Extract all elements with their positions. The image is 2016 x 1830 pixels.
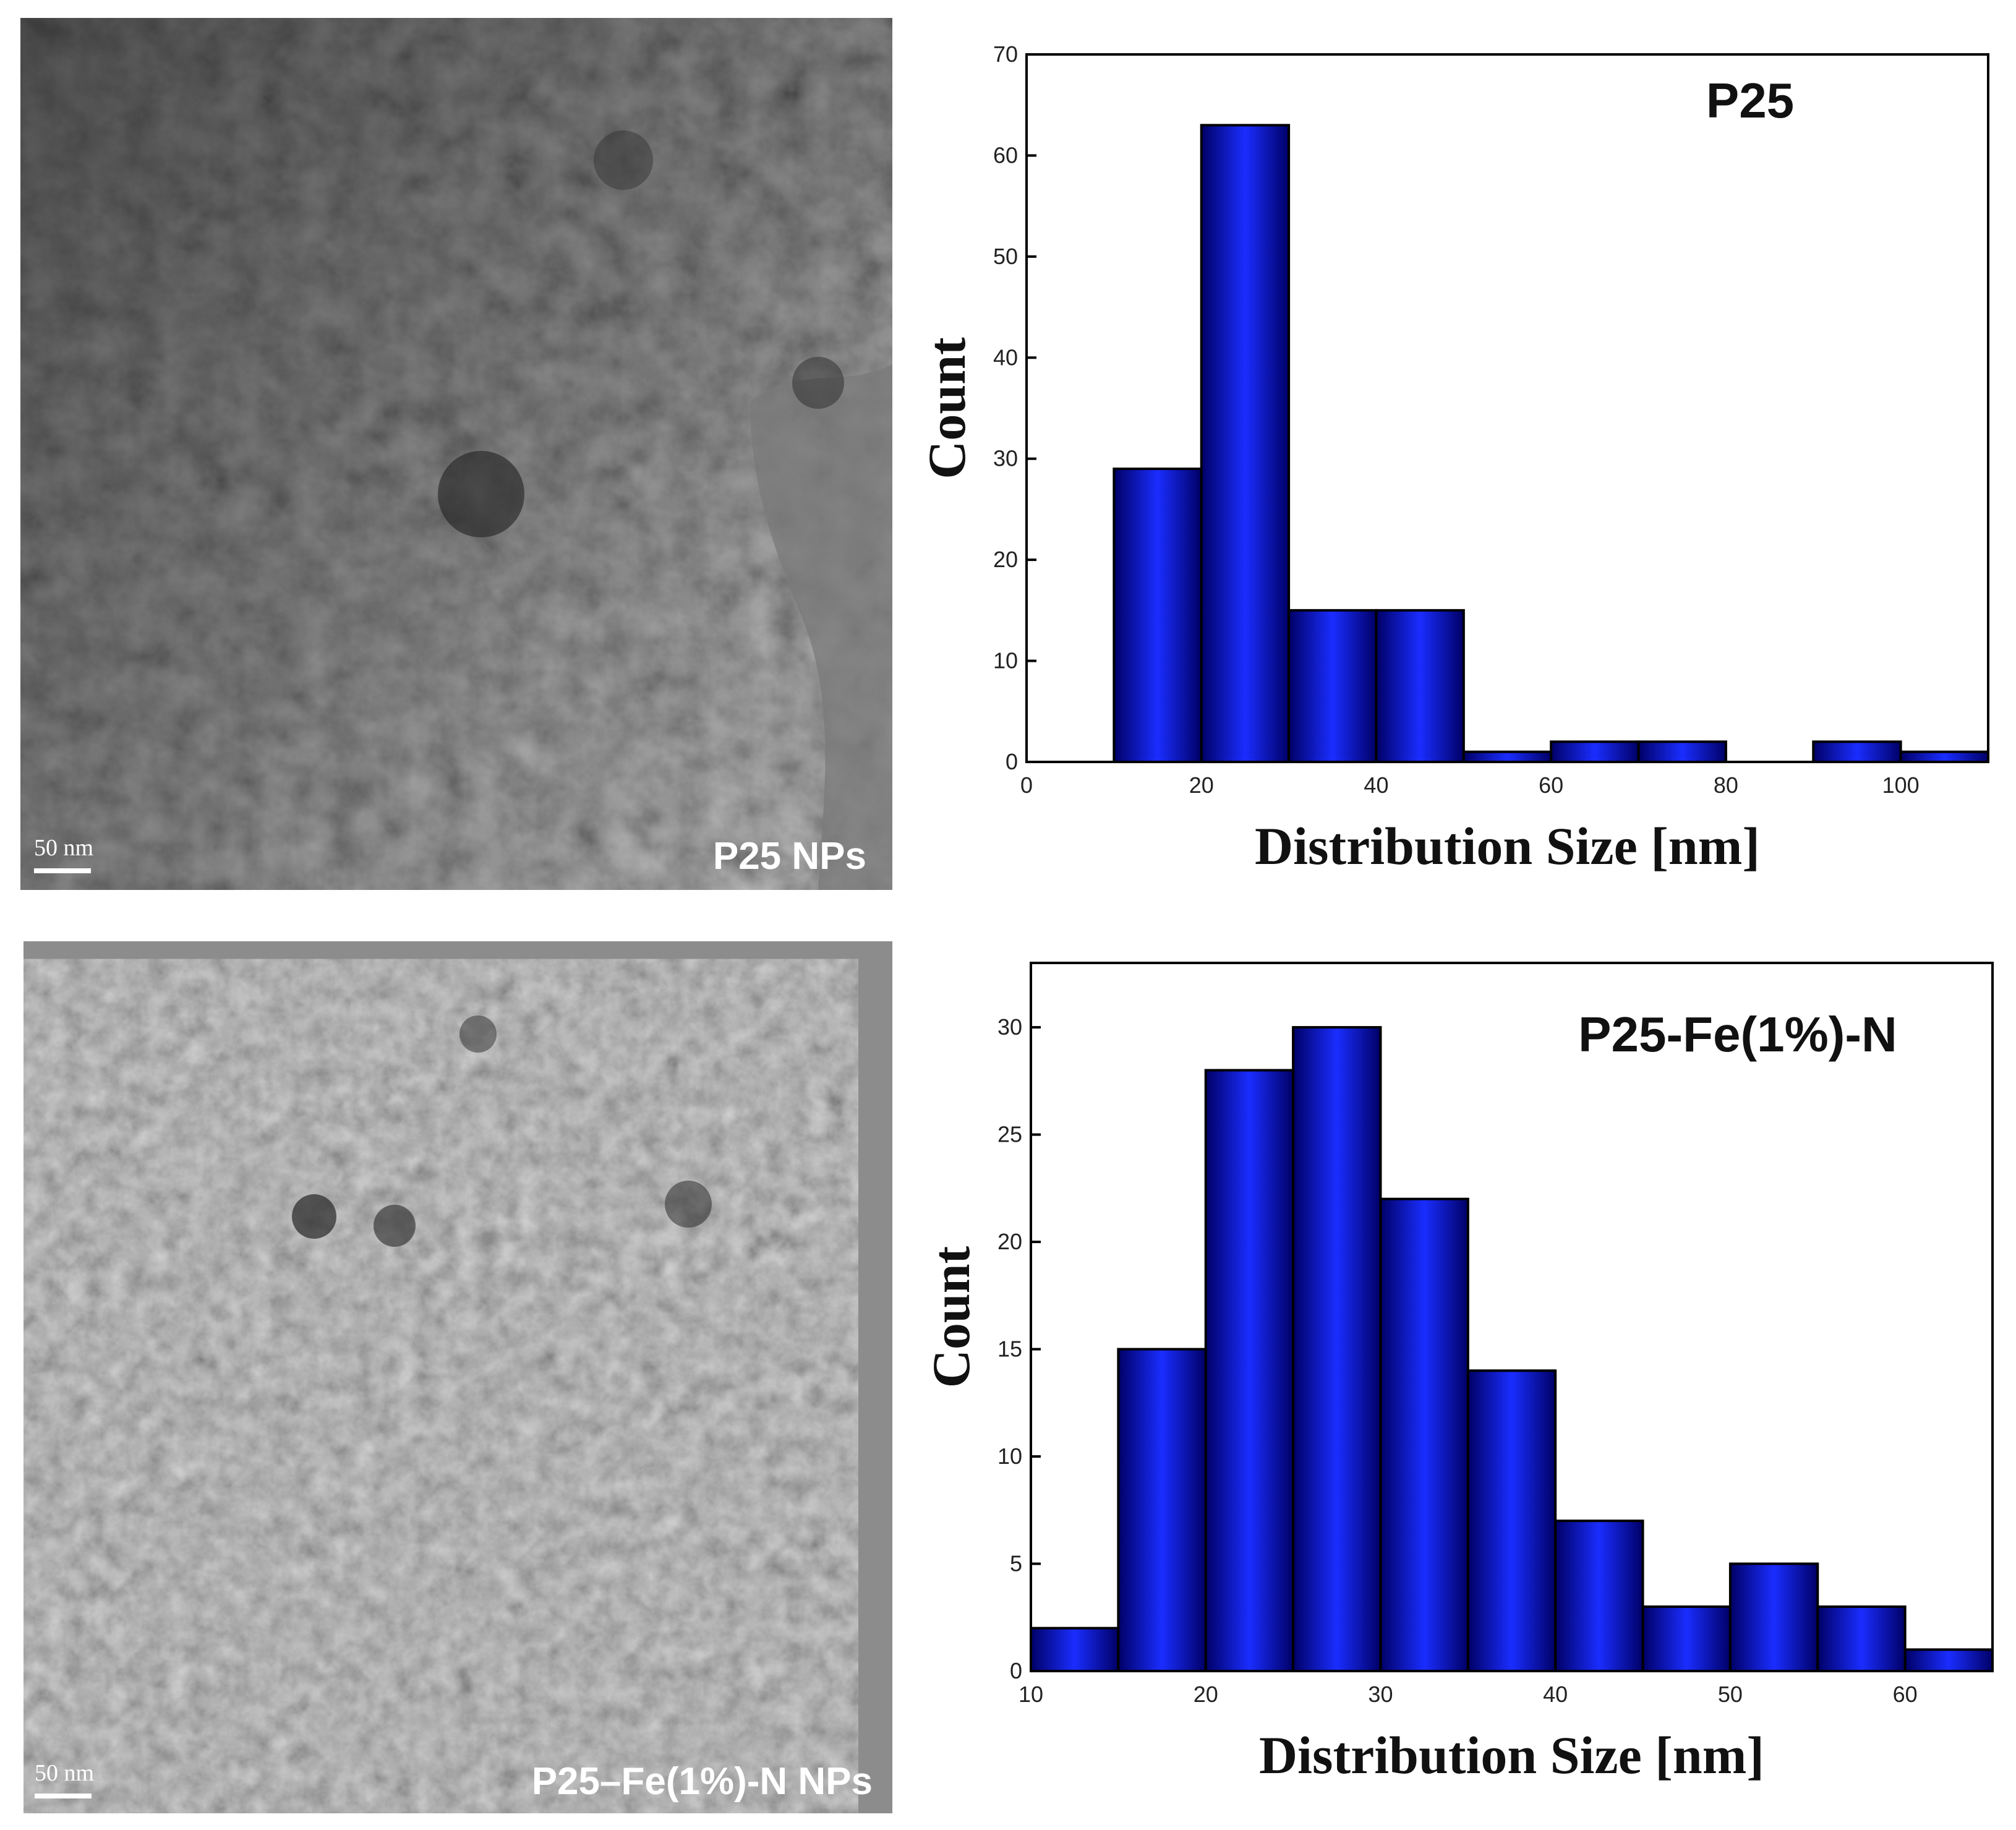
y-axis-title: Count	[921, 1246, 981, 1388]
tem-label: P25 NPs	[712, 835, 866, 878]
x-tick-label: 80	[1714, 772, 1738, 798]
histogram-bar	[1812, 740, 1902, 764]
histogram-bar	[1375, 609, 1465, 763]
x-tick-label: 30	[1368, 1682, 1393, 1707]
histogram-p25-fe-n: 0 5 10 15 20 25 30 10 20 30 40 50 60 Distribution Siz…	[909, 952, 2010, 1824]
histogram-p25-fe-n-svg: 0 5 10 15 20 25 30 10 20 30 40 50 60 Distribution Siz…	[921, 962, 1994, 1785]
y-tick-label: 0	[1006, 749, 1018, 774]
histogram-bar	[1379, 1197, 1469, 1672]
x-tick-label: 100	[1882, 772, 1920, 798]
histogram-bar	[1113, 468, 1203, 763]
x-tick-label: 40	[1364, 772, 1388, 798]
x-axis-title: Distribution Size [nm]	[1259, 1725, 1764, 1785]
y-tick-label: 5	[1010, 1551, 1022, 1576]
y-tick-label: 60	[993, 142, 1018, 168]
tem-label: P25–Fe(1%)-N NPs	[531, 1760, 873, 1803]
histogram-bar	[1288, 609, 1378, 763]
scale-bar	[35, 1794, 92, 1798]
x-tick-label: 20	[1194, 1682, 1218, 1707]
x-tick-label: 40	[1543, 1682, 1568, 1707]
scale-bar	[34, 868, 91, 873]
y-tick-label: 40	[993, 344, 1018, 370]
x-tick-label: 0	[1020, 772, 1033, 798]
x-tick-label: 20	[1189, 772, 1214, 798]
y-tick-label: 10	[997, 1443, 1022, 1469]
histogram-bar	[1550, 740, 1640, 764]
histogram-bar	[1204, 1069, 1295, 1672]
tem-texture	[23, 941, 892, 1813]
histogram-bar	[1728, 1562, 1819, 1672]
plot-frame	[1025, 53, 1989, 763]
y-axis-title: Count	[917, 337, 976, 479]
y-tick-label: 10	[993, 648, 1018, 673]
x-tick-label: 50	[1718, 1682, 1743, 1707]
tem-image-p25: 50 nm P25 NPs	[20, 18, 892, 890]
histogram-bar	[1292, 1026, 1382, 1672]
chart-sample-label: P25	[1706, 73, 1794, 128]
histogram-bar	[1200, 124, 1291, 763]
histogram-p25: 0 10 20 30 40 50 60 70 0 20 40 60 80 100 Distribution …	[909, 25, 2010, 897]
histogram-bar	[1466, 1369, 1557, 1672]
histogram-bar	[1637, 740, 1727, 764]
y-tick-label: 70	[993, 41, 1018, 67]
histogram-bar	[1641, 1605, 1732, 1672]
y-tick-label: 25	[997, 1122, 1022, 1147]
x-axis-title: Distribution Size [nm]	[1255, 816, 1760, 876]
y-tick-label: 15	[997, 1336, 1022, 1362]
chart-sample-label: P25-Fe(1%)-N	[1578, 1007, 1897, 1062]
y-tick-label: 20	[997, 1229, 1022, 1254]
x-tick-label: 10	[1019, 1682, 1043, 1707]
scale-bar-label: 50 nm	[34, 835, 94, 861]
x-tick-label: 60	[1893, 1682, 1918, 1707]
histogram-bar	[1903, 1648, 1994, 1672]
histogram-bar	[1899, 750, 1989, 763]
x-tick-label: 60	[1539, 772, 1563, 798]
histogram-bar	[1554, 1520, 1644, 1672]
plot-frame	[1030, 962, 1994, 1672]
scale-bar-label: 50 nm	[35, 1760, 95, 1786]
y-tick-label: 50	[993, 244, 1018, 269]
y-tick-label: 20	[993, 547, 1018, 572]
y-tick-label: 0	[1010, 1658, 1022, 1683]
histogram-p25-svg: 0 10 20 30 40 50 60 70 0 20 40 60 80 100 Distribution …	[917, 41, 1989, 876]
tem-texture	[20, 18, 892, 890]
histogram-bar	[1030, 1627, 1120, 1673]
histogram-bar	[1816, 1605, 1907, 1672]
histogram-bar	[1462, 750, 1553, 763]
tem-image-p25-fe-n: 50 nm P25–Fe(1%)-N NPs	[23, 941, 892, 1813]
y-tick-label: 30	[997, 1014, 1022, 1040]
y-tick-label: 30	[993, 446, 1018, 471]
histogram-bar	[1117, 1348, 1207, 1672]
